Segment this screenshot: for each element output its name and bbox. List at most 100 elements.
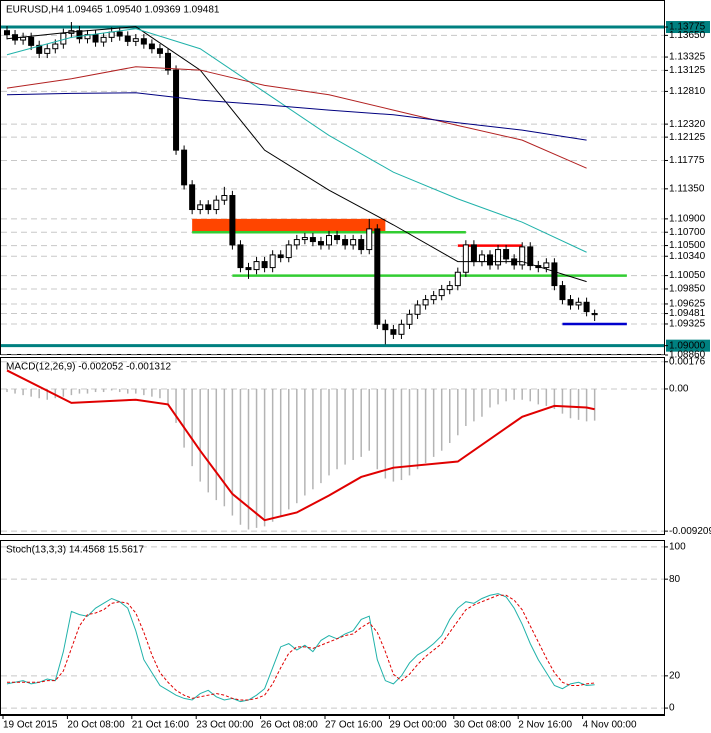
candle-body (567, 299, 574, 306)
y-tick-label: 1.09850 (669, 284, 706, 295)
x-tick-label: 30 Oct 08:00 (454, 720, 512, 731)
panel-title: EURUSD,H4 1.09465 1.09540 1.09369 1.0948… (6, 5, 220, 16)
y-tick-label: 1.09625 (669, 299, 706, 310)
candle-body (261, 261, 268, 269)
indicator-line (6, 66, 587, 169)
indicator-line (6, 92, 587, 141)
candle-body (487, 254, 493, 266)
y-tick-label: -0.009209 (669, 526, 711, 537)
candle-body (148, 43, 155, 50)
y-tick-label: 1.11775 (669, 155, 705, 166)
candle-body (390, 329, 397, 335)
candle-body (519, 246, 526, 266)
candle-body (253, 261, 260, 271)
candle-body (285, 244, 292, 259)
candle-body (342, 239, 349, 246)
price-tag (666, 21, 710, 34)
candle-body (575, 301, 582, 306)
candle-body (108, 31, 115, 38)
candle-body (181, 149, 188, 186)
candle-body (414, 304, 421, 315)
y-tick-label: 100 (669, 542, 686, 553)
candle-body (237, 244, 244, 269)
x-tick-label: 29 Oct 00:00 (389, 720, 447, 731)
candle-body (100, 36, 107, 43)
candle-body (583, 301, 590, 313)
candle-body (326, 235, 332, 246)
y-tick-label: 0.00 (669, 384, 689, 395)
candle-body (44, 48, 51, 54)
candle-body (132, 38, 139, 42)
candle-body (334, 235, 341, 241)
candle-body (4, 30, 10, 36)
candle-body (213, 199, 220, 211)
candle-body (205, 204, 212, 211)
candle-body (462, 244, 469, 273)
candle-body (116, 31, 123, 37)
candle-body (551, 262, 558, 287)
candle-body (438, 289, 445, 297)
y-tick-label: 1.13125 (669, 65, 706, 76)
candle-body (277, 254, 284, 259)
y-tick-label: 1.10900 (669, 214, 706, 225)
price-tag (666, 339, 710, 352)
candle-body (495, 249, 502, 266)
candle-body (76, 30, 83, 40)
x-tick-label: 20 Oct 08:00 (67, 720, 125, 731)
candle-body (197, 204, 204, 211)
candle-body (269, 254, 276, 269)
y-tick-label: 0.00176 (669, 356, 706, 367)
x-tick-label: 23 Oct 00:00 (196, 720, 254, 731)
candle-body (478, 254, 485, 263)
y-tick-label: 1.13325 (669, 52, 706, 63)
candle-body (221, 195, 228, 201)
y-tick-label: 1.10050 (669, 270, 706, 281)
y-tick-label: 1.08860 (669, 350, 706, 361)
y-tick-label: 1.09000 (669, 340, 706, 351)
candle-body (559, 285, 566, 301)
x-tick-label: 21 Oct 16:00 (132, 720, 190, 731)
panel-title: Stoch(13,3,3) 14.4568 15.5617 (6, 545, 144, 556)
candle-body (470, 244, 477, 263)
candle-body (374, 228, 381, 325)
y-tick-label: 1.09481 (669, 308, 706, 319)
x-tick-label: 27 Oct 16:00 (325, 720, 383, 731)
candle-body (317, 241, 324, 246)
indicator-line (6, 369, 595, 522)
candle-body (173, 69, 180, 151)
y-tick-label: 1.11350 (669, 183, 705, 194)
candle-body (350, 239, 357, 246)
candle-body (165, 52, 171, 71)
indicator-line (6, 26, 587, 283)
candle-body (543, 262, 550, 269)
y-tick-label: 80 (669, 574, 681, 585)
candle-body (28, 36, 35, 46)
candle-body (52, 43, 59, 50)
candle-body (140, 38, 147, 45)
stoch-line (6, 593, 595, 703)
x-tick-label: 26 Oct 08:00 (261, 720, 319, 731)
candle-body (446, 285, 453, 291)
candle-body (503, 249, 510, 260)
panel-frame (0, 357, 665, 535)
panel-title: MACD(12,26,9) -0.002052 -0.001312 (6, 362, 172, 373)
y-tick-label: 1.10500 (669, 240, 706, 251)
panel-frame (0, 540, 665, 715)
y-tick-label: 1.12320 (669, 119, 706, 130)
candle-body (124, 35, 131, 42)
candle-body (591, 313, 598, 316)
candle-body (92, 34, 99, 43)
candle-body (301, 237, 308, 241)
candle-body (406, 313, 413, 325)
candle-body (358, 239, 365, 251)
candle-body (309, 237, 316, 243)
x-tick-label: 2 Nov 16:00 (518, 720, 572, 731)
candle-body (229, 195, 236, 246)
candle-body (189, 184, 196, 211)
candle-body (382, 323, 389, 331)
zone (192, 218, 386, 233)
y-tick-label: 1.13775 (669, 22, 706, 33)
x-tick-label: 4 Nov 00:00 (583, 720, 637, 731)
y-tick-label: 1.13650 (669, 30, 706, 41)
